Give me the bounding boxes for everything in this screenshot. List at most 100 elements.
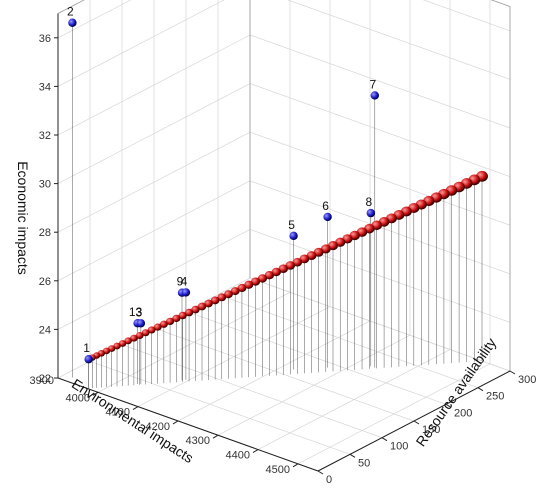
point-label: 7 bbox=[369, 77, 376, 91]
labeled-point bbox=[68, 18, 77, 27]
z-tick-label: 34 bbox=[39, 81, 51, 93]
point-label: 3 bbox=[136, 305, 143, 319]
y-tick-mark bbox=[413, 420, 420, 425]
wall-grid-line bbox=[249, 34, 511, 129]
labeled-point bbox=[181, 288, 191, 297]
x-tick-mark bbox=[92, 391, 99, 396]
front-point bbox=[178, 311, 187, 320]
labeled-point bbox=[136, 319, 146, 328]
labeled-point bbox=[323, 212, 332, 222]
front-point bbox=[191, 305, 200, 314]
floor-grid-line bbox=[185, 311, 447, 405]
z-tick-label: 22 bbox=[39, 373, 51, 385]
front-point bbox=[147, 326, 156, 334]
front-point bbox=[124, 337, 132, 345]
x-tick-label: 4100 bbox=[106, 407, 130, 419]
y-tick-mark bbox=[445, 403, 452, 408]
z-tick-label: 26 bbox=[39, 276, 51, 288]
point-label: 2 bbox=[67, 5, 74, 19]
wall-grid-line bbox=[249, 229, 511, 323]
y-tick-label: 250 bbox=[486, 391, 504, 403]
y-tick-mark bbox=[509, 370, 516, 375]
x-tick-mark bbox=[132, 406, 139, 411]
y-tick-label: 200 bbox=[454, 407, 472, 419]
front-point bbox=[237, 283, 247, 293]
front-point bbox=[257, 274, 268, 283]
y-tick-label: 0 bbox=[326, 474, 332, 486]
x-tick-mark bbox=[212, 434, 219, 439]
front-point bbox=[159, 320, 168, 328]
front-point bbox=[197, 302, 207, 311]
front-point bbox=[172, 314, 181, 323]
y-tick-label: 100 bbox=[390, 441, 408, 453]
wall-grid-line bbox=[57, 83, 251, 184]
point-label: 1 bbox=[83, 341, 90, 355]
front-point bbox=[224, 290, 233, 299]
x-tick-label: 4400 bbox=[226, 450, 250, 462]
front-point bbox=[130, 334, 138, 342]
point-label: 6 bbox=[322, 199, 329, 213]
front-point bbox=[204, 299, 213, 308]
point-label: 13 bbox=[129, 305, 143, 319]
labeled-point bbox=[370, 91, 379, 100]
wall-grid-line bbox=[422, 0, 511, 32]
data-points bbox=[68, 18, 488, 364]
point-label: 8 bbox=[365, 195, 372, 209]
front-point bbox=[285, 261, 296, 270]
point-label: 4 bbox=[181, 274, 188, 288]
wall-grid-line bbox=[286, 0, 511, 80]
floor-grid-line bbox=[153, 327, 415, 422]
x-tick-mark bbox=[252, 449, 259, 453]
point-labels: 1 2 133 94 5 6 7 8 bbox=[67, 5, 376, 355]
y-tick-mark bbox=[317, 470, 324, 475]
labeled-point bbox=[289, 231, 298, 241]
front-point bbox=[271, 267, 281, 277]
wall-grid-line bbox=[57, 229, 251, 330]
point-label: 9 bbox=[177, 275, 184, 289]
front-point bbox=[251, 277, 261, 286]
z-axis-title: Economic impacts bbox=[15, 161, 31, 275]
wall-grid-line bbox=[57, 34, 251, 136]
front-point bbox=[141, 329, 150, 337]
floor-grid-line bbox=[89, 361, 351, 455]
y-tick-label: 150 bbox=[422, 424, 440, 436]
z-tick-label: 32 bbox=[39, 130, 51, 142]
z-tick-label: 36 bbox=[39, 33, 51, 45]
front-point bbox=[230, 287, 240, 296]
wall-grid-line bbox=[57, 131, 251, 233]
floor-grid-line bbox=[121, 344, 383, 438]
y-tick-mark bbox=[381, 437, 388, 442]
x-tick-mark bbox=[172, 420, 179, 425]
wall-grid-line bbox=[57, 180, 251, 282]
x-tick-mark bbox=[292, 463, 299, 468]
x-tick-label: 4000 bbox=[66, 392, 90, 404]
front-point bbox=[184, 308, 194, 317]
y-tick-mark bbox=[349, 453, 356, 458]
front-point bbox=[292, 257, 303, 267]
front-point bbox=[210, 296, 220, 305]
drop-lines bbox=[72, 22, 483, 389]
front-point bbox=[264, 270, 274, 280]
front-point bbox=[135, 331, 144, 339]
z-tick-label: 24 bbox=[39, 324, 51, 336]
z-tick-label: 28 bbox=[39, 227, 51, 239]
labeled-point bbox=[366, 208, 375, 218]
front-point bbox=[166, 317, 175, 326]
wall-grid-line bbox=[57, 0, 132, 39]
labeled-point bbox=[84, 355, 93, 364]
wall-grid-line bbox=[249, 83, 511, 177]
x-tick-label: 4300 bbox=[186, 435, 210, 447]
axes: 2224262830323436400041004200430044004500… bbox=[30, 0, 536, 486]
x-tick-label: 4500 bbox=[266, 464, 290, 476]
front-point bbox=[118, 340, 127, 347]
front-point bbox=[217, 293, 227, 302]
front-point bbox=[244, 280, 254, 289]
front-point bbox=[153, 323, 162, 331]
floor-grid-line bbox=[217, 294, 479, 388]
x-tick-label: 3900 bbox=[30, 375, 54, 387]
y-tick-label: 300 bbox=[518, 374, 536, 386]
x-tick-label: 4200 bbox=[146, 421, 170, 433]
wall-grid-line bbox=[57, 0, 225, 87]
